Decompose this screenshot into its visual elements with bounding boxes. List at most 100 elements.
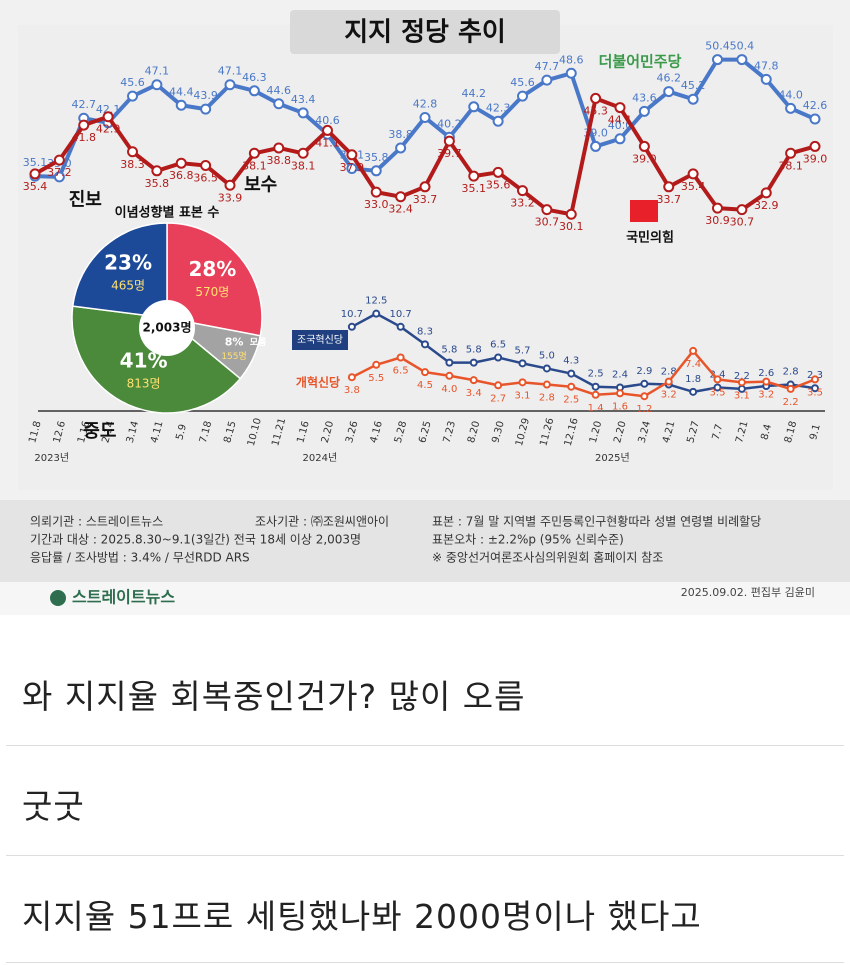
data-label: 47.8 [754, 59, 779, 72]
data-point [395, 142, 407, 154]
brand-icon [50, 590, 66, 606]
data-point [687, 168, 699, 180]
title-box [290, 10, 560, 54]
data-point [200, 159, 212, 171]
data-point [151, 165, 163, 177]
data-point [541, 204, 553, 216]
data-point [591, 390, 600, 399]
data-point [297, 147, 309, 159]
footer-line: 기간과 대상 : 2025.8.30~9.1(3일간) 전국 18세 이상 2,… [30, 533, 361, 547]
pie-category: 모름 [250, 337, 267, 348]
data-label: 3.5 [807, 387, 823, 398]
data-point [689, 387, 698, 396]
comment: 굿굿 [22, 787, 85, 826]
data-point [370, 186, 382, 198]
data-point [736, 204, 748, 216]
x-group-label: 2024년 [303, 452, 338, 464]
data-label: 1.6 [612, 401, 628, 412]
data-point [372, 360, 381, 369]
comment: 지지율 51프로 세팅했나봐 2000명이나 했다고 [22, 897, 702, 936]
data-label: 39.0 [803, 152, 828, 165]
data-point [175, 99, 187, 111]
data-label: 37.2 [47, 166, 72, 179]
pie-category: 중도 [83, 421, 116, 442]
data-label: 10.7 [341, 309, 363, 320]
data-point [421, 368, 429, 377]
data-point [346, 149, 358, 161]
data-label: 42.1 [96, 103, 121, 116]
data-point [151, 79, 163, 91]
data-point [224, 179, 236, 191]
footer-box [0, 500, 850, 582]
data-point [273, 142, 285, 154]
data-label: 30.1 [559, 220, 584, 233]
divider [6, 855, 844, 856]
data-label: 3.8 [344, 385, 360, 396]
data-label: 5.7 [515, 345, 531, 356]
data-point [102, 111, 114, 123]
x-group-label: 2025년 [595, 452, 630, 464]
data-point [224, 79, 236, 91]
data-label: 1.8 [685, 374, 701, 385]
data-label: 30.7 [730, 216, 755, 229]
data-label: 35.6 [486, 178, 511, 191]
data-point [760, 73, 772, 85]
data-label: 45.2 [681, 79, 706, 92]
data-label: 41.8 [72, 131, 97, 144]
data-label: 44.0 [778, 88, 803, 101]
data-point [396, 322, 405, 331]
data-label: 33.7 [413, 193, 438, 206]
data-point [370, 165, 382, 177]
data-point [396, 353, 405, 362]
data-point [591, 382, 600, 391]
data-point [590, 92, 602, 104]
data-point [567, 382, 576, 391]
pie-count: 570명 [195, 285, 229, 299]
data-point [712, 54, 723, 66]
pie-slice [71, 305, 242, 414]
pie-category: 보수 [244, 174, 277, 195]
x-tick-label: 8.4 [759, 423, 774, 441]
x-tick-label: 5.9 [174, 423, 189, 441]
data-point [443, 135, 455, 147]
data-label: 48.6 [559, 53, 584, 66]
data-label: 45.6 [510, 76, 535, 89]
pie-center-label: 2,003명 [143, 321, 192, 335]
data-label: 35.1 [23, 156, 48, 169]
data-point [713, 375, 722, 384]
data-point [614, 102, 626, 114]
data-point [811, 384, 819, 393]
data-label: 39.0 [632, 152, 657, 165]
data-label: 46.2 [657, 72, 682, 85]
data-point [445, 358, 454, 367]
data-label: 50.4 [730, 40, 755, 53]
data-label: 47.1 [145, 65, 170, 78]
data-point [78, 119, 90, 131]
data-label: 2.4 [612, 369, 628, 380]
data-point [664, 377, 673, 386]
data-point [785, 147, 797, 159]
data-label: 2.5 [563, 395, 579, 406]
data-label: 32.4 [388, 203, 413, 216]
data-point [811, 375, 819, 384]
footer-line: 응답률 / 조사방법 : 3.4% / 무선RDD ARS [30, 551, 250, 565]
data-label: 38.1 [778, 159, 803, 172]
data-label: 40.6 [315, 114, 340, 127]
data-point [29, 168, 41, 180]
data-label: 42.8 [413, 97, 438, 110]
data-point [762, 377, 771, 386]
data-point [395, 191, 407, 203]
data-label: 42.6 [803, 99, 828, 112]
pie-category: 진보 [69, 189, 102, 210]
data-point [419, 181, 431, 193]
data-point [785, 102, 797, 114]
data-label: 44.1 [608, 114, 633, 127]
data-label: 43.6 [632, 91, 657, 104]
data-point [297, 107, 309, 119]
data-point [347, 322, 356, 331]
x-tick-label: 7.7 [711, 423, 726, 441]
data-label: 42.7 [72, 98, 97, 111]
data-label: 43.9 [193, 89, 218, 102]
data-point [517, 90, 528, 102]
data-label: 44.6 [267, 84, 292, 97]
